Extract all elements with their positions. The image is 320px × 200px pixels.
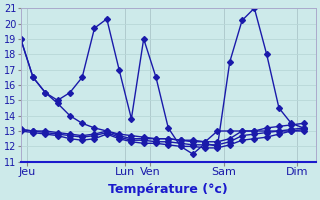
X-axis label: Température (°c): Température (°c) [108,183,228,196]
